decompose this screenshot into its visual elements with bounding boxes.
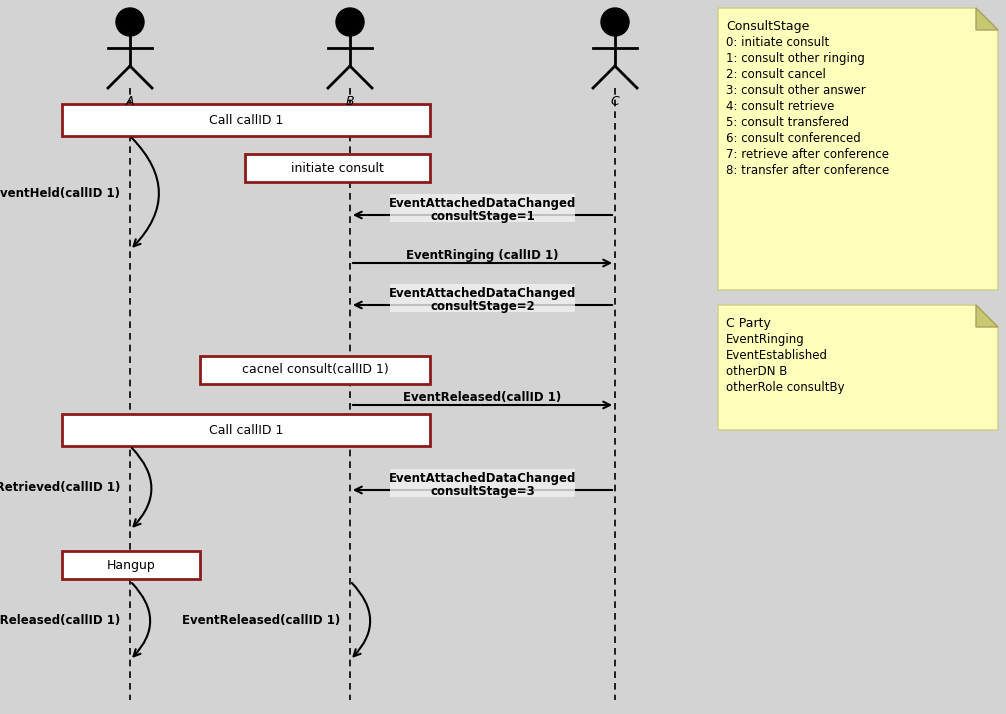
Circle shape (336, 8, 364, 36)
Bar (389, 469, 575, 497)
Bar (200, 356, 430, 384)
Text: EventAttachedDataChanged: EventAttachedDataChanged (388, 197, 576, 210)
FancyArrowPatch shape (132, 448, 152, 526)
Text: EventAttachedDataChanged: EventAttachedDataChanged (388, 287, 576, 300)
Polygon shape (976, 305, 998, 327)
Text: consultStage=3: consultStage=3 (431, 485, 535, 498)
Text: otherRole consultBy: otherRole consultBy (726, 381, 845, 394)
Text: consultStage=2: consultStage=2 (431, 300, 535, 313)
Text: 2: consult cancel: 2: consult cancel (726, 68, 826, 81)
Text: 4: consult retrieve: 4: consult retrieve (726, 100, 834, 113)
Text: EventReleased(callID 1): EventReleased(callID 1) (403, 391, 561, 404)
Polygon shape (718, 8, 998, 290)
Text: C Party: C Party (726, 317, 771, 330)
Text: 5: consult transfered: 5: consult transfered (726, 116, 849, 129)
Text: EventReleased(callID 1): EventReleased(callID 1) (182, 614, 340, 627)
Text: Call callID 1: Call callID 1 (209, 423, 283, 436)
Text: EventHeld(callID 1): EventHeld(callID 1) (0, 186, 120, 199)
Text: initiate consult: initiate consult (291, 161, 384, 174)
Text: EventRetrieved(callID 1): EventRetrieved(callID 1) (0, 481, 120, 495)
Polygon shape (718, 305, 998, 430)
FancyArrowPatch shape (132, 583, 150, 656)
Text: consultStage=1: consultStage=1 (431, 210, 535, 223)
Bar (62, 551, 200, 579)
Text: cacnel consult(callID 1): cacnel consult(callID 1) (241, 363, 388, 376)
Circle shape (116, 8, 144, 36)
Text: EventReleased(callID 1): EventReleased(callID 1) (0, 614, 120, 627)
Bar (62, 104, 430, 136)
Bar (245, 154, 430, 182)
Text: 6: consult conferenced: 6: consult conferenced (726, 132, 861, 145)
Text: Hangup: Hangup (107, 558, 155, 571)
Text: EventRinging: EventRinging (726, 333, 805, 346)
Polygon shape (976, 8, 998, 30)
Circle shape (601, 8, 629, 36)
FancyArrowPatch shape (352, 583, 370, 656)
Text: 3: consult other answer: 3: consult other answer (726, 84, 866, 97)
Text: Call callID 1: Call callID 1 (209, 114, 283, 126)
Text: A: A (126, 95, 134, 108)
Bar (389, 284, 575, 312)
Text: 8: transfer after conference: 8: transfer after conference (726, 164, 889, 177)
Text: 7: retrieve after conference: 7: retrieve after conference (726, 148, 889, 161)
Text: B: B (346, 95, 354, 108)
Text: EventRinging (callID 1): EventRinging (callID 1) (406, 249, 558, 262)
Bar (389, 194, 575, 222)
Text: EventEstablished: EventEstablished (726, 349, 828, 362)
FancyArrowPatch shape (132, 138, 159, 246)
Text: 1: consult other ringing: 1: consult other ringing (726, 52, 865, 65)
Text: EventAttachedDataChanged: EventAttachedDataChanged (388, 472, 576, 485)
Text: ConsultStage: ConsultStage (726, 20, 810, 33)
Text: C: C (611, 95, 620, 108)
Text: 0: initiate consult: 0: initiate consult (726, 36, 829, 49)
Bar (62, 414, 430, 446)
Text: otherDN B: otherDN B (726, 365, 788, 378)
